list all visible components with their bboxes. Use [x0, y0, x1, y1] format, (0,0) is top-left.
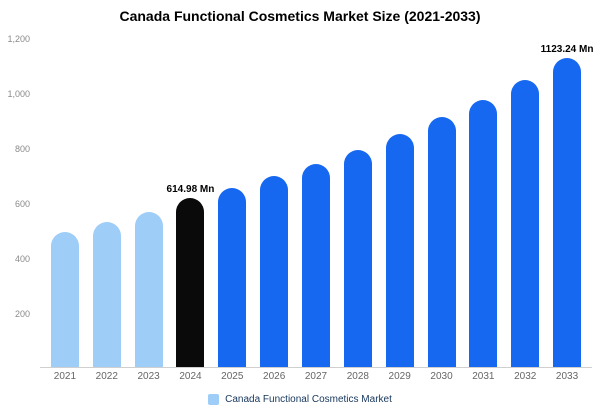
x-axis-label: 2022	[95, 371, 118, 382]
bar-column	[253, 176, 295, 367]
x-axis-label: 2029	[388, 371, 411, 382]
bar-column	[421, 117, 463, 367]
bar-column	[44, 232, 86, 367]
chart-title: Canada Functional Cosmetics Market Size …	[119, 8, 481, 24]
bar-2023	[134, 212, 163, 367]
x-axis-label: 2030	[430, 371, 453, 382]
bar-column	[462, 100, 504, 367]
x-axis: 2021 2022 2023 2024 2025 2026 2027 2028 2029 2030…	[40, 371, 592, 382]
bar-2024	[176, 197, 205, 367]
bar-2029	[385, 133, 414, 367]
x-axis-label: 2024	[179, 371, 202, 382]
y-tick-label: 1,200	[7, 34, 30, 44]
bar-2027	[301, 163, 330, 367]
x-axis-label: 2033	[555, 371, 579, 382]
legend-label: Canada Functional Cosmetics Market	[225, 394, 392, 405]
y-tick-label: 400	[14, 254, 30, 264]
bar-2026	[260, 176, 289, 367]
x-axis-label: 2031	[472, 371, 495, 382]
bar-column	[128, 212, 170, 367]
y-tick-label: 800	[14, 144, 30, 154]
x-axis-label: 2032	[514, 371, 537, 382]
bar-2033	[553, 58, 582, 367]
bar-column	[379, 133, 421, 367]
y-axis: 200 400 600 800 1,000 1,200	[2, 34, 34, 368]
x-axis-label: 2025	[221, 371, 244, 382]
bar-column	[295, 163, 337, 367]
bar-2030	[427, 117, 456, 367]
legend[interactable]: Canada Functional Cosmetics Market	[0, 394, 600, 405]
bar-2021	[50, 232, 79, 367]
y-tick-label: 1,000	[7, 89, 30, 99]
legend-swatch-icon	[208, 394, 220, 405]
x-axis-label: 2027	[304, 371, 328, 382]
bar-column: 1123.24 Mn	[541, 44, 593, 367]
x-axis-label: 2028	[346, 371, 369, 382]
x-axis-label: 2023	[137, 371, 160, 382]
bar-2032	[511, 79, 540, 367]
bar-2025	[218, 187, 247, 367]
bar-value-label: 614.98 Mn	[166, 183, 215, 195]
bar-2022	[92, 222, 121, 367]
y-tick-label: 200	[14, 309, 30, 319]
plot-area: 614.98 Mn 1123.24 Mn	[40, 38, 593, 368]
x-axis-label: 2026	[263, 371, 286, 382]
bar-2028	[343, 149, 372, 367]
bar-column	[504, 79, 546, 367]
bar-value-label: 1123.24 Mn	[540, 44, 594, 56]
bar-2031	[469, 100, 498, 367]
bar-column	[211, 187, 253, 367]
bar-column	[86, 222, 128, 367]
bar-column	[337, 149, 379, 367]
bars: 614.98 Mn 1123.24 Mn	[40, 38, 593, 368]
y-tick-label: 600	[14, 199, 30, 209]
bar-column: 614.98 Mn	[166, 183, 215, 367]
x-axis-label: 2021	[53, 371, 77, 382]
